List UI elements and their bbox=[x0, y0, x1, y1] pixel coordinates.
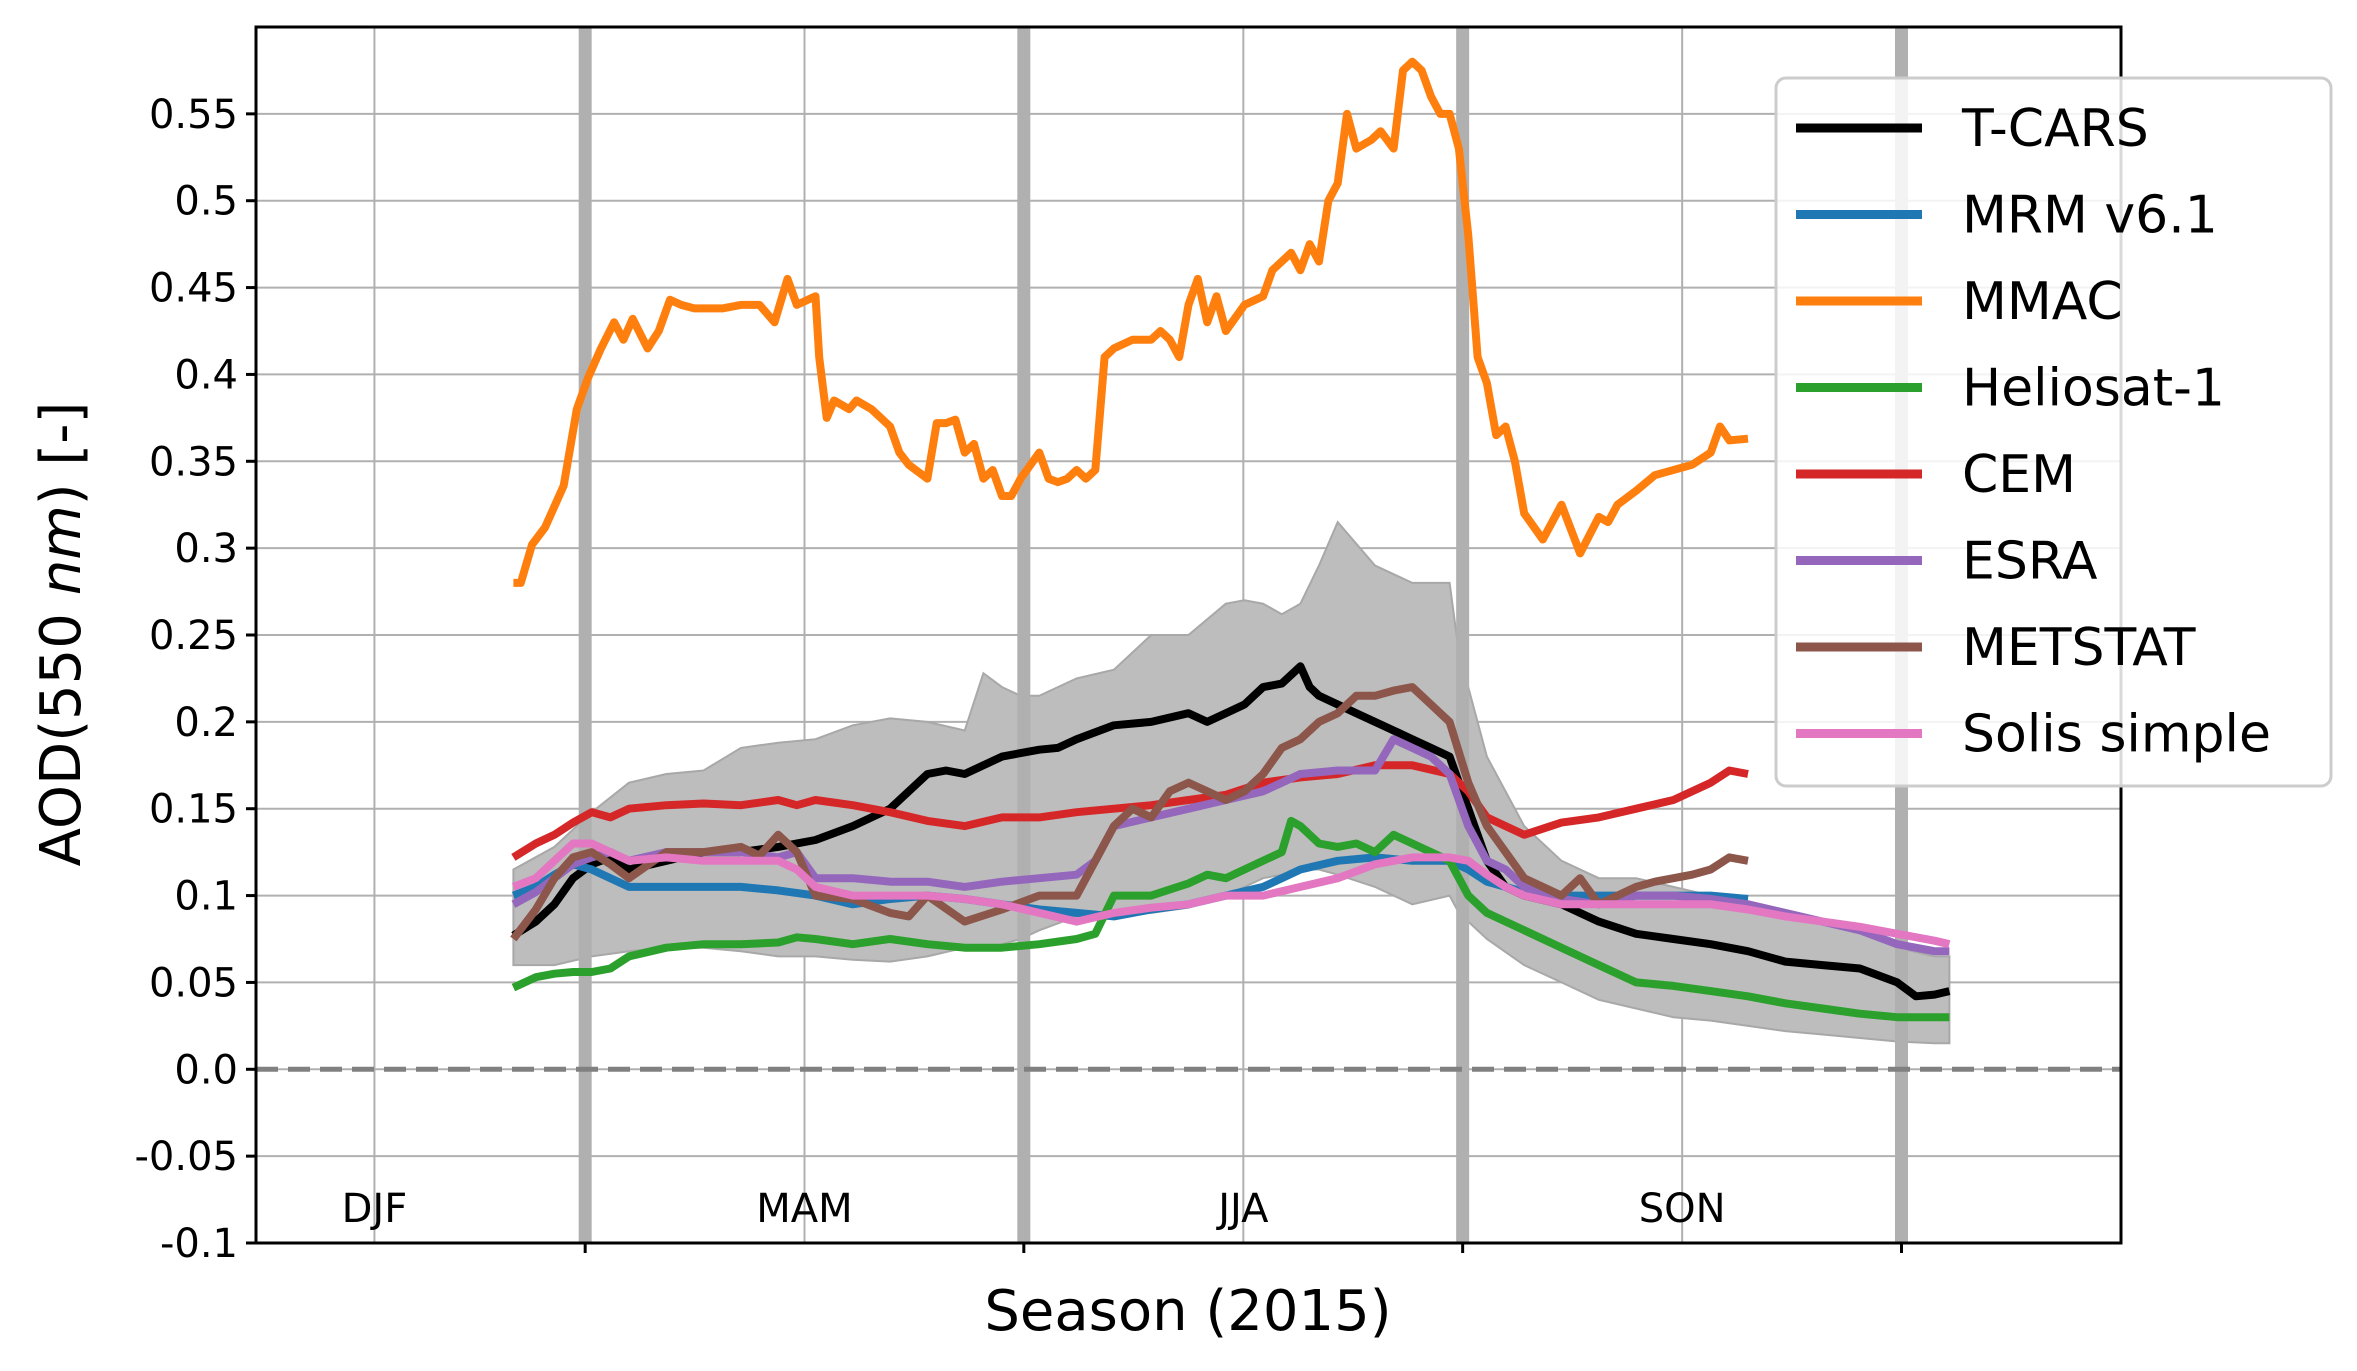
y-tick-label: 0.15 bbox=[149, 787, 238, 833]
legend-box bbox=[1774, 76, 2333, 788]
y-tick-label: 0.35 bbox=[149, 439, 238, 485]
legend-label-cem: CEM bbox=[1962, 445, 2076, 505]
y-tick-label: -0.05 bbox=[135, 1134, 239, 1180]
season-label-jja: JJA bbox=[1215, 1186, 1269, 1232]
y-tick-label: 0.4 bbox=[174, 352, 238, 398]
y-tick-label: -0.1 bbox=[160, 1221, 238, 1267]
legend-label-metstat: METSTAT bbox=[1962, 618, 2196, 678]
x-axis-title: Season (2015) bbox=[984, 1279, 1391, 1344]
x-axis-ticks bbox=[583, 1243, 1903, 1253]
y-tick-label: 0.3 bbox=[174, 526, 238, 572]
y-tick-label: 0.45 bbox=[149, 266, 238, 312]
y-tick-label: 0.1 bbox=[174, 874, 238, 920]
series-line-heliosat-1 bbox=[511, 816, 1950, 1022]
y-axis-title-unit: nm bbox=[29, 505, 94, 595]
legend-label-t-cars: T-CARS bbox=[1961, 99, 2149, 159]
legend-label-mmac: MMAC bbox=[1962, 272, 2123, 332]
y-axis-title: AOD(550 nm) [-] bbox=[29, 402, 94, 867]
legend: T-CARS MRM v6.1 MMAC Heliosat-1 CEM ESRA METST… bbox=[1774, 76, 2333, 788]
series-lines bbox=[510, 57, 1951, 1022]
series-line-cem bbox=[511, 761, 1749, 861]
season-labels: DJF MAM JJA SON bbox=[342, 1186, 1726, 1232]
y-tick-label: 0.0 bbox=[174, 1047, 238, 1093]
y-tick-label: 0.2 bbox=[174, 700, 238, 746]
y-axis-title-suffix: ) [-] bbox=[29, 402, 94, 506]
season-label-djf: DJF bbox=[342, 1186, 408, 1232]
y-tick-label: 0.55 bbox=[149, 92, 238, 138]
season-label-son: SON bbox=[1639, 1186, 1726, 1232]
series-line-metstat bbox=[510, 683, 1749, 942]
legend-label-solis-simple: Solis simple bbox=[1962, 705, 2271, 765]
y-axis-title-prefix: AOD(550 bbox=[29, 595, 94, 866]
legend-label-esra: ESRA bbox=[1962, 532, 2098, 592]
y-axis-ticks: -0.1 -0.05 0.0 0.05 0.1 0.15 0.2 0.25 0.3 0.35 0.4… bbox=[135, 92, 256, 1267]
season-label-mam: MAM bbox=[756, 1186, 852, 1232]
legend-label-mrm-v6-1: MRM v6.1 bbox=[1962, 186, 2218, 246]
legend-label-heliosat-1: Heliosat-1 bbox=[1962, 359, 2225, 419]
y-tick-label: 0.5 bbox=[174, 179, 238, 225]
y-tick-label: 0.25 bbox=[149, 613, 238, 659]
y-tick-label: 0.05 bbox=[149, 960, 238, 1006]
series-line-solis-simple bbox=[511, 839, 1951, 949]
series-line-mmac bbox=[513, 57, 1749, 587]
